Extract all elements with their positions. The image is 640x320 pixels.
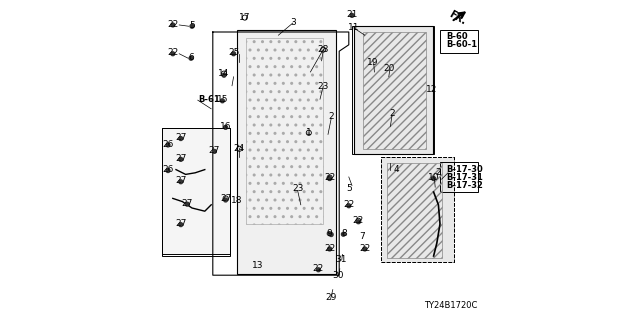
- Circle shape: [220, 99, 225, 103]
- Circle shape: [166, 169, 170, 172]
- Text: 27: 27: [175, 176, 186, 185]
- Text: B-61: B-61: [198, 95, 220, 104]
- Bar: [354, 26, 433, 154]
- Text: 22: 22: [324, 244, 335, 252]
- Text: 12: 12: [426, 85, 438, 94]
- Circle shape: [232, 52, 236, 56]
- Text: 5: 5: [346, 184, 351, 193]
- Text: 22: 22: [167, 48, 179, 57]
- Text: 27: 27: [220, 194, 231, 203]
- Text: 10: 10: [428, 173, 439, 182]
- Text: 21: 21: [346, 10, 358, 19]
- Circle shape: [224, 198, 228, 202]
- Circle shape: [179, 137, 183, 140]
- Text: 2: 2: [328, 112, 334, 121]
- Text: 5: 5: [189, 21, 195, 30]
- Text: 2: 2: [389, 109, 395, 118]
- Text: TY24B1720C: TY24B1720C: [424, 301, 478, 310]
- Text: 11: 11: [348, 23, 359, 32]
- Text: 26: 26: [163, 165, 173, 174]
- Text: 22: 22: [359, 244, 371, 252]
- Text: 22: 22: [313, 264, 324, 273]
- Bar: [161, 128, 230, 254]
- Circle shape: [179, 223, 183, 227]
- Text: 22: 22: [167, 20, 179, 28]
- Circle shape: [179, 180, 183, 184]
- Circle shape: [327, 232, 332, 236]
- Circle shape: [166, 143, 170, 147]
- Text: 15: 15: [217, 95, 228, 104]
- Text: 26: 26: [163, 140, 173, 148]
- Text: 27: 27: [209, 146, 220, 155]
- Text: 2: 2: [436, 168, 441, 177]
- Text: B-17-31: B-17-31: [447, 173, 483, 182]
- Circle shape: [328, 247, 332, 251]
- Circle shape: [179, 157, 183, 161]
- Text: 27: 27: [175, 220, 186, 228]
- Text: 29: 29: [326, 293, 337, 302]
- Text: 14: 14: [218, 69, 230, 78]
- Circle shape: [224, 125, 228, 129]
- Text: 8: 8: [341, 229, 347, 238]
- Circle shape: [316, 268, 321, 272]
- Text: 7: 7: [359, 232, 364, 241]
- Text: B-17-30: B-17-30: [447, 165, 483, 174]
- Text: 23: 23: [317, 82, 329, 91]
- Text: 20: 20: [383, 64, 394, 73]
- Circle shape: [186, 202, 189, 206]
- Text: 22: 22: [343, 200, 355, 209]
- Bar: [246, 38, 323, 224]
- Bar: [352, 26, 434, 154]
- Text: B-17-32: B-17-32: [447, 181, 483, 190]
- Text: 27: 27: [175, 133, 186, 142]
- Text: 25: 25: [228, 48, 239, 57]
- Bar: [440, 30, 479, 53]
- Bar: [364, 32, 426, 149]
- Circle shape: [328, 177, 332, 180]
- Text: 3: 3: [290, 18, 296, 27]
- Text: 4: 4: [394, 165, 399, 174]
- Text: B-60-1: B-60-1: [447, 40, 477, 49]
- Circle shape: [363, 247, 367, 251]
- Circle shape: [342, 232, 346, 236]
- Bar: [381, 157, 454, 262]
- Text: 17: 17: [239, 13, 250, 22]
- Text: 22: 22: [353, 216, 364, 225]
- Text: 30: 30: [332, 271, 343, 280]
- Circle shape: [222, 73, 226, 77]
- Circle shape: [347, 204, 351, 208]
- Text: 16: 16: [220, 122, 231, 131]
- Circle shape: [432, 177, 436, 180]
- Bar: [387, 163, 442, 258]
- Text: 22: 22: [324, 173, 335, 182]
- Circle shape: [330, 233, 333, 236]
- Circle shape: [171, 52, 175, 56]
- Circle shape: [350, 13, 354, 17]
- Circle shape: [189, 56, 193, 60]
- Circle shape: [190, 24, 194, 28]
- Bar: [440, 162, 479, 192]
- Text: 28: 28: [317, 45, 329, 54]
- Bar: [161, 128, 230, 256]
- Text: 27: 27: [175, 154, 186, 163]
- Text: 23: 23: [292, 184, 303, 193]
- Circle shape: [212, 149, 216, 153]
- Text: 31: 31: [335, 255, 346, 264]
- Circle shape: [171, 23, 175, 27]
- Text: 13: 13: [252, 261, 263, 270]
- Text: 1: 1: [306, 128, 312, 137]
- Bar: [381, 157, 454, 262]
- Text: 19: 19: [367, 58, 378, 67]
- Text: FR.: FR.: [447, 9, 468, 27]
- Text: 18: 18: [231, 196, 243, 204]
- Text: 24: 24: [234, 144, 245, 153]
- Text: 9: 9: [327, 229, 332, 238]
- Text: 27: 27: [182, 199, 193, 208]
- Circle shape: [356, 220, 360, 224]
- Text: 6: 6: [188, 53, 194, 62]
- Bar: [237, 30, 336, 274]
- Text: B-60: B-60: [447, 32, 468, 41]
